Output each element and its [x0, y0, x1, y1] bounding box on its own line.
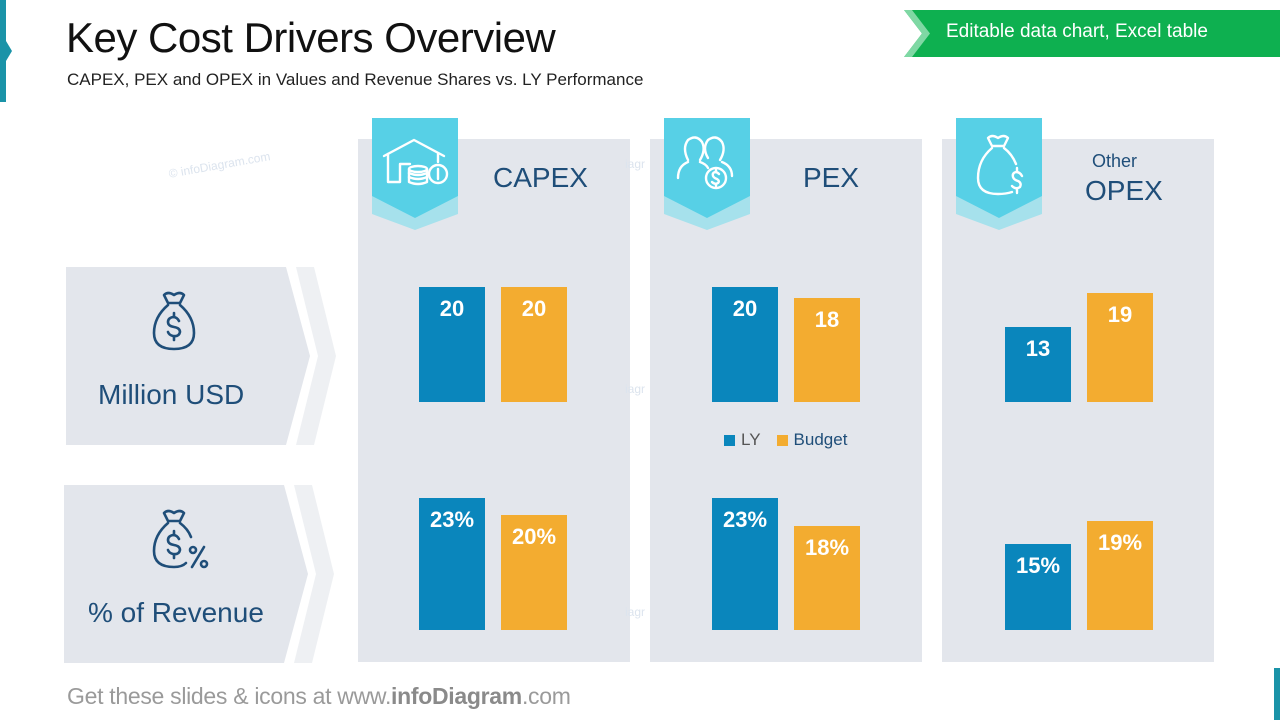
panel-sublabel-opex: Other [1092, 151, 1138, 171]
footer-prefix: Get these slides & icons at www. [67, 683, 392, 709]
bar-other-opex-ly [1005, 327, 1071, 402]
panel-label-opex: OPEX [1085, 175, 1163, 206]
panel-tag-capex [372, 118, 458, 230]
badge-text: Editable data chart, Excel table [946, 21, 1208, 42]
bar-value-label: 13 [1025, 336, 1051, 362]
row-card-million-usd: Million USD [66, 267, 336, 445]
corner-accent [1274, 668, 1280, 720]
watermark-fragment: iagr [625, 382, 646, 396]
bar-pex-budget [794, 298, 860, 402]
footer-text: Get these slides & icons at www.infoDiag… [67, 683, 571, 710]
legend-label-ly: LY [741, 430, 761, 449]
badge-shape [904, 10, 1280, 57]
bar-capex-ly [419, 497, 485, 630]
page-subtitle: CAPEX, PEX and OPEX in Values and Revenu… [67, 70, 644, 89]
legend-swatch-ly [724, 434, 735, 446]
panel-capex [358, 139, 630, 662]
people-dollar-icon [676, 136, 734, 190]
bar-value-label: 19% [1097, 529, 1143, 555]
bar-value-label: 18 [814, 307, 840, 333]
accent-notch [6, 41, 12, 61]
bar-capex-ly [419, 286, 485, 402]
bar-pex-budget [794, 526, 860, 630]
bar-other-opex-budget [1087, 520, 1153, 630]
bar-capex-budget [501, 514, 567, 630]
watermark: © infoDiagram.com [167, 149, 272, 181]
watermark-fragment: iagr [625, 605, 646, 619]
bar-value-label: 20 [732, 295, 758, 321]
footer-brand: infoDiagram [391, 683, 522, 709]
bar-value-label: 20 [521, 295, 547, 321]
bar-pex-ly [712, 286, 778, 402]
panel-pex [650, 139, 922, 662]
accent-bar [0, 0, 6, 102]
footer-suffix: .com [521, 683, 571, 709]
panel-tag-opex [956, 118, 1042, 230]
money-bag-percent-icon [152, 509, 209, 569]
legend: LY Budget [724, 430, 847, 450]
legend-swatch-budget [776, 434, 788, 446]
money-bag-icon [976, 134, 1024, 196]
watermark-fragment: iagr [625, 157, 646, 171]
bar-value-label: 15% [1015, 552, 1061, 578]
panel-tag-pex [664, 118, 750, 230]
page-title: Key Cost Drivers Overview [66, 14, 556, 61]
row-label: Million USD [98, 379, 245, 410]
row-label: % of Revenue [88, 597, 264, 628]
money-bag-dollar-icon [152, 291, 196, 351]
bar-capex-budget [501, 286, 567, 402]
house-coins-icon [382, 138, 449, 186]
bar-pex-ly [712, 497, 778, 630]
legend-label-budget: Budget [793, 430, 848, 449]
row-card-percent-revenue: % of Revenue [64, 485, 334, 663]
bar-other-opex-budget [1087, 292, 1153, 402]
bar-value-label: 23% [429, 506, 475, 532]
bar-value-label: 20 [439, 295, 465, 321]
bar-value-label: 23% [722, 506, 768, 532]
panel-opex [942, 139, 1214, 662]
editable-badge: Editable data chart, Excel table [904, 10, 1280, 57]
bar-value-label: 20% [511, 523, 557, 549]
panel-label-capex: CAPEX [493, 162, 588, 193]
bar-other-opex-ly [1005, 543, 1071, 630]
bar-value-label: 18% [804, 535, 850, 561]
panel-label-pex: PEX [803, 162, 860, 193]
bar-value-label: 19 [1107, 301, 1133, 327]
